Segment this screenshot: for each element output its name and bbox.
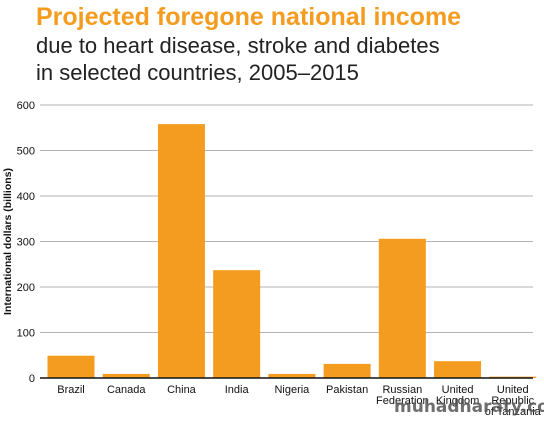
x-category-label-line: Republic — [491, 395, 534, 407]
y-tick-label: 300 — [17, 237, 35, 249]
x-category-label-line: Brazil — [57, 384, 85, 396]
bars — [47, 124, 537, 378]
watermark: muhadharaty.com — [394, 397, 544, 417]
x-category-label: United Republic of Tanzania — [485, 384, 542, 418]
y-tick-label: 200 — [17, 282, 35, 294]
x-category-label-line: of Tanzania — [485, 406, 542, 418]
y-tick-label: 100 — [17, 328, 35, 340]
x-axis-category-labels: Brazil Canada China India Nigeria Pakistan Rus… — [57, 384, 541, 418]
y-tick-label: 600 — [17, 100, 35, 112]
x-category-label-line: Federation — [376, 395, 429, 407]
chart-subtitle-line-2: in selected countries, 2005–2015 — [36, 60, 359, 85]
x-category-label: Brazil — [57, 384, 85, 396]
x-category-label: Canada — [107, 384, 146, 396]
x-category-label-line: Canada — [107, 384, 146, 396]
y-tick-label: 400 — [17, 191, 35, 203]
x-category-label: China — [167, 384, 197, 396]
y-tick-label: 500 — [17, 146, 35, 158]
bar — [47, 355, 95, 378]
x-category-label: Russian Federation — [376, 384, 429, 407]
x-category-label-line: Pakistan — [326, 384, 368, 396]
bar — [102, 373, 150, 378]
chart-subtitle-line-1: due to heart disease, stroke and diabete… — [36, 33, 440, 58]
y-tick-label: 0 — [29, 373, 35, 385]
bar — [434, 361, 482, 378]
chart-title: Projected foregone national income — [36, 3, 461, 31]
y-axis-tick-labels: 0 100 200 300 400 500 600 — [17, 100, 35, 385]
x-category-label: India — [225, 384, 250, 396]
bar — [323, 363, 371, 378]
x-category-label-line: United — [497, 384, 529, 396]
x-category-label-line: Russian — [382, 384, 422, 396]
x-category-label-line: Kingdom — [436, 395, 479, 407]
x-category-label: Pakistan — [326, 384, 368, 396]
x-category-label-line: China — [167, 384, 197, 396]
x-category-label: Nigeria — [274, 384, 310, 396]
y-axis-label: International dollars (billions) — [2, 168, 14, 315]
x-category-label: United Kingdom — [436, 384, 479, 407]
bar — [378, 238, 426, 378]
bar — [157, 124, 205, 378]
bar — [213, 270, 261, 378]
x-category-label-line: India — [225, 384, 250, 396]
x-category-label-line: United — [442, 384, 474, 396]
x-category-label-line: Nigeria — [274, 384, 310, 396]
bar — [268, 373, 316, 378]
gridlines — [40, 104, 533, 333]
